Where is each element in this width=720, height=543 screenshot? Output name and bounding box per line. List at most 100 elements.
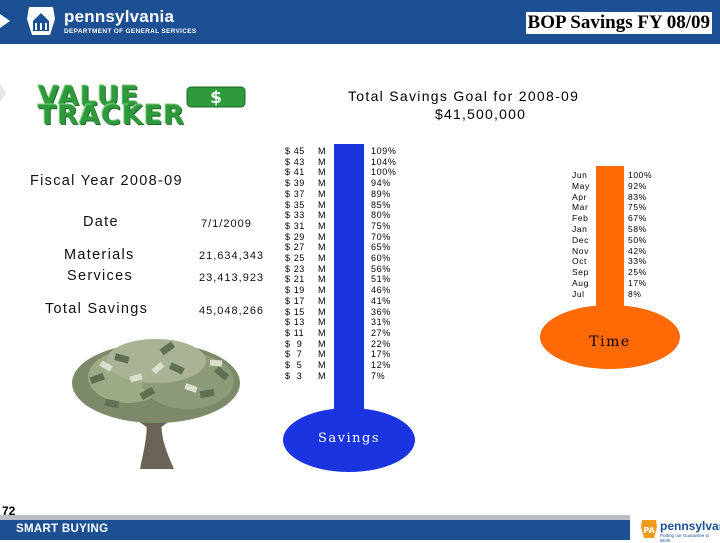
- time-month: Mar: [572, 202, 589, 213]
- time-percent-column: 100% 92% 83% 75% 67% 58% 50% 42% 33% 25% 17% 8%: [628, 170, 652, 300]
- materials-value: 21,634,343: [199, 250, 265, 262]
- time-month: Aug: [572, 277, 589, 288]
- time-percent: 58%: [628, 223, 647, 234]
- savings-amount: $ 13: [285, 317, 305, 328]
- footer-divider: [0, 515, 630, 520]
- savings-unit: M: [318, 231, 327, 242]
- savings-percent: 109%: [371, 146, 397, 156]
- savings-percent: 22%: [371, 338, 391, 349]
- savings-thermometer-bulb: [283, 408, 415, 472]
- savings-percent: 89%: [371, 188, 391, 199]
- goal-amount: $41,500,000: [435, 106, 527, 122]
- services-label: Services: [67, 268, 133, 284]
- savings-percent: 7%: [371, 370, 386, 381]
- savings-unit: M: [318, 220, 327, 231]
- savings-amount: $ 29: [285, 231, 305, 242]
- savings-percent: 36%: [371, 306, 391, 317]
- time-month: Apr: [572, 191, 588, 202]
- savings-percent: 31%: [371, 317, 391, 328]
- savings-percent: 17%: [371, 349, 391, 360]
- savings-percent: 94%: [371, 178, 391, 189]
- savings-percent: 100%: [371, 167, 397, 178]
- savings-amount: $ 3: [285, 370, 303, 381]
- savings-amount: $ 45: [285, 146, 305, 156]
- savings-amount: $ 15: [285, 306, 305, 317]
- footer-smart-buying: SMART BUYING: [16, 523, 109, 535]
- time-month: Jan: [572, 223, 588, 234]
- savings-percent: 70%: [371, 231, 391, 242]
- logo-word-value: VALUE: [38, 81, 140, 112]
- total-savings-value: 45,048,266: [199, 305, 265, 317]
- logo-word-tracker: TRACKER: [38, 100, 186, 131]
- dollar-sign-icon: $: [186, 86, 246, 108]
- time-bulb-label: Time: [589, 334, 631, 350]
- date-value: 7/1/2009: [201, 218, 252, 230]
- savings-percent: 46%: [371, 285, 391, 296]
- savings-amount: $ 17: [285, 295, 305, 306]
- savings-unit: M: [318, 178, 327, 189]
- time-thermometer-bulb: [540, 305, 680, 369]
- brand-name: pennsylvania: [64, 7, 175, 26]
- savings-unit: M: [318, 360, 327, 371]
- savings-amount: $ 19: [285, 285, 305, 296]
- savings-percent: 27%: [371, 327, 391, 338]
- footer-brand: pennsylvania: [660, 519, 720, 533]
- savings-percent-column: 109% 104% 100% 94% 89% 85% 80% 75% 70% 65% 60% 56% 5…: [371, 146, 396, 381]
- time-month: Jun: [572, 170, 588, 180]
- savings-unit: M: [318, 167, 327, 178]
- page-number: 72: [2, 504, 16, 518]
- fiscal-year-label: Fiscal Year 2008-09: [30, 173, 183, 189]
- play-arrow-icon: [0, 14, 10, 28]
- slide-title: BOP Savings FY 08/09: [525, 12, 712, 34]
- footer-tagline: Putting our Guarantee to Work: [660, 533, 710, 543]
- time-percent: 83%: [628, 191, 647, 202]
- date-label: Date: [83, 214, 119, 230]
- savings-amount: $ 37: [285, 188, 305, 199]
- savings-unit: M: [318, 156, 327, 167]
- savings-amount: $ 9: [285, 338, 303, 349]
- time-percent: 42%: [628, 245, 647, 256]
- svg-text:$: $: [210, 88, 222, 108]
- savings-unit: M: [318, 263, 327, 274]
- department-name: DEPARTMENT OF GENERAL SERVICES: [64, 28, 197, 35]
- time-month: Sep: [572, 267, 589, 278]
- savings-unit: M: [318, 285, 327, 296]
- time-month: Nov: [572, 245, 589, 256]
- time-percent: 17%: [628, 277, 647, 288]
- time-percent: 75%: [628, 202, 647, 213]
- side-arrow-icon: [0, 84, 6, 102]
- time-percent: 50%: [628, 234, 647, 245]
- savings-unit: M: [318, 317, 327, 328]
- savings-amount: $ 31: [285, 220, 305, 231]
- savings-unit: M: [318, 253, 327, 264]
- savings-percent: 51%: [371, 274, 391, 285]
- savings-amount: $ 41: [285, 167, 305, 178]
- savings-percent: 41%: [371, 295, 391, 306]
- materials-label: Materials: [64, 247, 135, 263]
- time-month: Feb: [572, 213, 589, 224]
- savings-amount: $ 35: [285, 199, 305, 210]
- money-tree-image: [72, 339, 240, 469]
- savings-amount-column: $ 45 $ 43 $ 41 $ 39 $ 37 $ 35 $ 33 $ 31 $ 29 $ 27…: [285, 146, 305, 381]
- savings-percent: 60%: [371, 253, 391, 264]
- time-percent: 8%: [628, 288, 642, 299]
- savings-amount: $ 43: [285, 156, 305, 167]
- savings-amount: $ 33: [285, 210, 305, 221]
- savings-unit: M: [318, 306, 327, 317]
- time-month: Jul: [572, 288, 585, 299]
- savings-unit: M: [318, 242, 327, 253]
- time-percent: 25%: [628, 267, 647, 278]
- savings-unit: M: [318, 338, 327, 349]
- savings-percent: 85%: [371, 199, 391, 210]
- services-value: 23,413,923: [199, 272, 265, 284]
- savings-amount: $ 39: [285, 178, 305, 189]
- pa-keystone-icon: PA: [641, 520, 657, 538]
- time-month: Oct: [572, 256, 588, 267]
- savings-unit: M: [318, 210, 327, 221]
- savings-amount: $ 27: [285, 242, 305, 253]
- savings-bulb-label: Savings: [317, 431, 381, 446]
- savings-unit: M: [318, 199, 327, 210]
- footer-bar: [0, 520, 630, 540]
- savings-percent: 75%: [371, 220, 391, 231]
